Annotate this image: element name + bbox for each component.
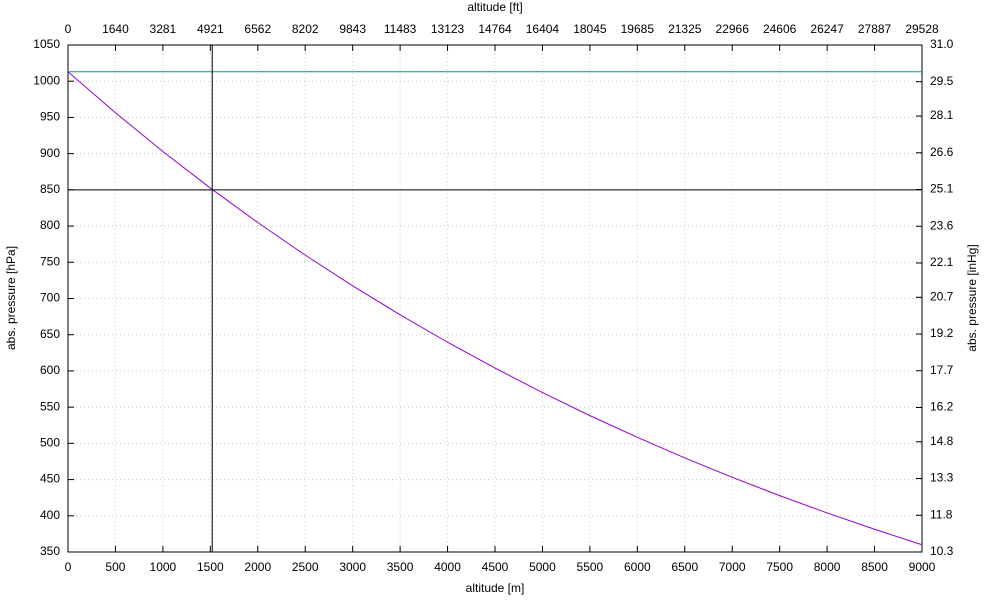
x2-tick-label: 1640 — [102, 22, 129, 36]
y-tick-label: 850 — [40, 182, 60, 196]
x2-tick-label: 19685 — [621, 22, 655, 36]
y2-tick-label: 13.3 — [930, 471, 954, 485]
y2-tick-label: 19.2 — [930, 326, 954, 340]
x2-tick-label: 13123 — [431, 22, 465, 36]
y2-tick-label: 31.0 — [930, 37, 954, 51]
x-tick-label: 2500 — [292, 560, 319, 574]
y2-tick-label: 29.5 — [930, 74, 954, 88]
x-tick-label: 1000 — [150, 560, 177, 574]
y-tick-label: 750 — [40, 254, 60, 268]
x-tick-label: 4000 — [434, 560, 461, 574]
x-tick-label: 3500 — [387, 560, 414, 574]
x-tick-label: 6500 — [671, 560, 698, 574]
x-tick-label: 2000 — [244, 560, 271, 574]
y-tick-label: 550 — [40, 399, 60, 413]
x-tick-label: 4500 — [482, 560, 509, 574]
x2-tick-label: 14764 — [478, 22, 512, 36]
x-tick-label: 5000 — [529, 560, 556, 574]
x-tick-label: 3000 — [339, 560, 366, 574]
x-tick-label: 7500 — [766, 560, 793, 574]
x2-tick-label: 24606 — [763, 22, 797, 36]
y-tick-label: 600 — [40, 363, 60, 377]
y-tick-label: 400 — [40, 508, 60, 522]
y2-tick-label: 10.3 — [930, 544, 954, 558]
y2-tick-label: 11.8 — [930, 507, 953, 521]
y-tick-label: 900 — [40, 146, 60, 160]
x-tick-label: 8500 — [861, 560, 888, 574]
y-tick-label: 1000 — [33, 73, 60, 87]
x2-tick-label: 27887 — [858, 22, 892, 36]
y2-tick-label: 14.8 — [930, 434, 954, 448]
x-tick-label: 9000 — [909, 560, 936, 574]
x2-tick-label: 21325 — [668, 22, 702, 36]
x2-tick-label: 22966 — [716, 22, 750, 36]
x-tick-label: 0 — [65, 560, 72, 574]
y-tick-label: 700 — [40, 291, 60, 305]
x-tick-label: 7000 — [719, 560, 746, 574]
y-tick-label: 800 — [40, 218, 60, 232]
x2-tick-label: 4921 — [197, 22, 224, 36]
y2-tick-label: 17.7 — [930, 363, 954, 377]
x2-tick-label: 3281 — [150, 22, 177, 36]
x2-tick-label: 6562 — [244, 22, 271, 36]
x-tick-label: 6000 — [624, 560, 651, 574]
x2-axis-label: altitude [ft] — [467, 0, 522, 14]
x2-tick-label: 16404 — [526, 22, 560, 36]
y2-axis-label: abs. pressure [inHg] — [965, 244, 979, 351]
x2-tick-label: 26247 — [810, 22, 844, 36]
y-tick-label: 450 — [40, 472, 60, 486]
data-line — [67, 71, 923, 546]
x2-tick-label: 11483 — [384, 22, 417, 36]
x-tick-label: 500 — [105, 560, 125, 574]
y-axis-label: abs. pressure [hPa] — [4, 246, 18, 350]
y2-tick-label: 22.1 — [930, 255, 954, 269]
x-tick-label: 5500 — [577, 560, 604, 574]
plot-frame — [67, 44, 923, 553]
x-axis-label: altitude [m] — [466, 581, 525, 595]
x2-tick-label: 8202 — [292, 22, 319, 36]
y2-tick-label: 23.6 — [930, 218, 954, 232]
x-tick-label: 1500 — [197, 560, 224, 574]
x2-tick-label: 9843 — [339, 22, 366, 36]
y2-tick-label: 26.6 — [930, 145, 954, 159]
x2-tick-label: 0 — [65, 22, 72, 36]
y-tick-label: 950 — [40, 110, 60, 124]
y-tick-label: 500 — [40, 436, 60, 450]
y2-tick-label: 16.2 — [930, 400, 954, 414]
y2-tick-label: 28.1 — [930, 108, 954, 122]
y2-tick-label: 25.1 — [930, 182, 954, 196]
y-tick-label: 650 — [40, 327, 60, 341]
y-tick-label: 1050 — [33, 37, 60, 51]
x-tick-label: 8000 — [814, 560, 841, 574]
y2-tick-label: 20.7 — [930, 289, 954, 303]
x2-tick-label: 18045 — [573, 22, 607, 36]
x2-tick-label: 29528 — [905, 22, 939, 36]
y-tick-label: 350 — [40, 544, 60, 558]
